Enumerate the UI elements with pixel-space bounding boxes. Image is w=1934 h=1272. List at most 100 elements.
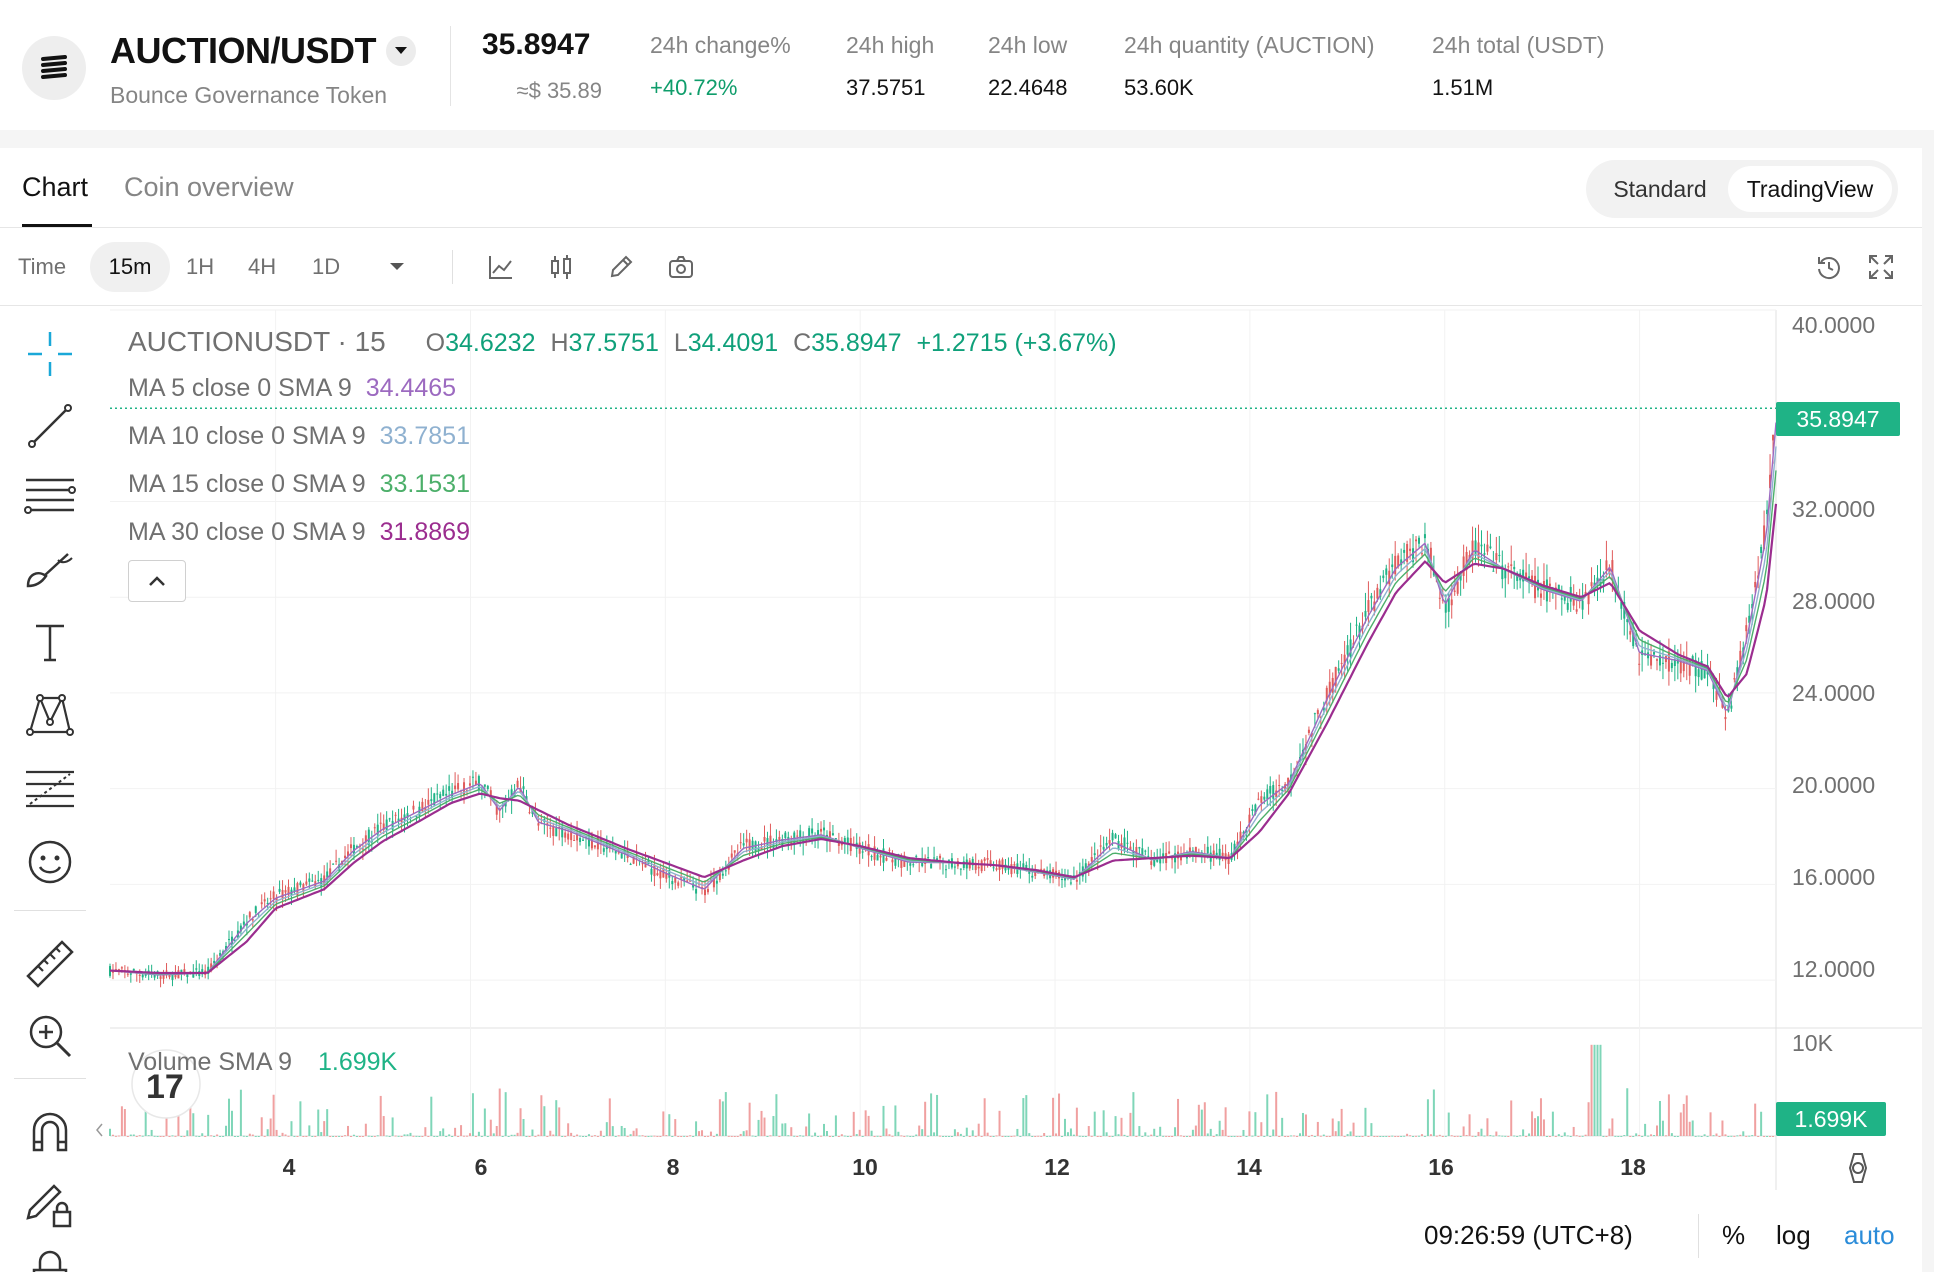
camera-icon[interactable] [664,250,698,284]
volume-bar [665,1135,668,1137]
candle-body [1504,568,1507,579]
candle-body [632,856,635,864]
volume-bar [1563,1132,1566,1136]
ma10-legend[interactable]: MA 10 close 0 SMA 9 33.7851 [128,422,470,451]
candle-body [522,786,525,790]
candle-body [1093,853,1096,856]
standard-view-button[interactable]: Standard [1613,175,1707,202]
candle-body [1679,658,1682,674]
text-icon[interactable] [22,614,78,670]
interval-1h-button[interactable]: 1H [186,254,215,279]
volume-bar [867,1115,870,1136]
volume-bar [1218,1120,1221,1136]
volume-bar [1525,1135,1528,1137]
candle-body [1394,555,1397,575]
volume-bar [427,1135,430,1137]
lock-icon[interactable] [22,1248,78,1272]
log-scale-button[interactable]: log [1776,1220,1811,1250]
volume-bar [1141,1135,1144,1137]
volume-bar [805,1126,808,1136]
volume-bar [814,1132,817,1136]
history-icon[interactable] [1812,250,1846,284]
fib-levels-icon[interactable] [22,760,78,816]
volume-legend[interactable]: Volume SMA 9 1.699K [128,1048,397,1077]
volume-bar [686,1135,689,1137]
interval-1d-button[interactable]: 1D [312,254,341,279]
ma15-legend[interactable]: MA 15 close 0 SMA 9 33.1531 [128,470,470,499]
crosshair-icon[interactable] [22,326,78,382]
candle-body [766,838,769,847]
parallel-lines-icon[interactable] [22,468,78,524]
volume-bar [1760,1111,1763,1136]
volume-bar [849,1135,852,1137]
tab-chart[interactable]: Chart [22,172,89,202]
candle-body [939,855,942,859]
brush-icon[interactable] [22,542,78,598]
candle-body [1409,548,1412,551]
volume-bar [1206,1133,1209,1136]
candle-body [1370,595,1373,599]
candle-body [1766,509,1769,515]
pencil-icon[interactable] [604,250,638,284]
volume-bar [1358,1136,1361,1137]
volume-bar [498,1088,501,1136]
ma30-legend[interactable]: MA 30 close 0 SMA 9 31.8869 [128,518,470,547]
volume-bar [329,1135,332,1137]
volume-bar [1581,1135,1584,1137]
ruler-icon[interactable] [22,936,78,992]
auto-scale-button[interactable]: auto [1844,1220,1895,1250]
stat-24h-low: 24h low 22.4648 [988,32,1068,101]
candle-body [1703,666,1706,679]
volume-bar [540,1095,543,1136]
candle-body [329,868,332,878]
candle-body [281,889,284,900]
chevron-down-icon[interactable] [380,250,414,284]
volume-bar [1013,1135,1016,1137]
volume-bar [1754,1103,1757,1136]
volume-bar [195,1135,198,1137]
volume-bar [1114,1116,1117,1136]
candle-body [1670,662,1673,669]
volume-bar [828,1136,831,1137]
volume-bar [406,1134,409,1136]
volume-bar [1307,1135,1310,1137]
candle-body [820,828,823,832]
trend-line-icon[interactable] [22,398,78,454]
line-chart-icon[interactable] [484,250,518,284]
volume-bar [1664,1135,1667,1137]
candle-body [1626,619,1629,623]
volume-bar [204,1135,207,1137]
interval-15m-button[interactable]: 15m [90,242,170,292]
ma5-legend[interactable]: MA 5 close 0 SMA 9 34.4465 [128,374,456,403]
volume-bar [668,1114,671,1136]
candle-body [555,828,558,837]
volume-bar [611,1126,614,1136]
emoji-icon[interactable] [22,834,78,890]
volume-bar [1379,1135,1382,1137]
candle-body [593,845,596,848]
candle-chart-icon[interactable] [544,250,578,284]
candle-body [778,836,781,841]
last-price-tag: 35.8947 [1776,402,1900,436]
candle-body [587,836,590,847]
zoom-in-icon[interactable] [22,1008,78,1064]
volume-bar [1519,1135,1522,1137]
volume-bar [1584,1134,1587,1136]
volume-bar [775,1094,778,1136]
volume-bar [269,1118,272,1136]
magnet-icon[interactable] [22,1104,78,1160]
candle-body [1310,733,1313,738]
fullscreen-icon[interactable] [1864,250,1898,284]
pattern-icon[interactable] [22,686,78,742]
pair-symbol[interactable]: AUCTION/USDT [110,30,377,71]
pair-selector[interactable]: AUCTION/USDT [110,30,416,72]
chevron-down-icon[interactable] [386,36,416,66]
lock-pencil-icon[interactable] [22,1176,78,1232]
legend-collapse-button[interactable] [128,560,186,602]
tradingview-view-button[interactable]: TradingView [1728,166,1892,212]
interval-4h-button[interactable]: 4H [248,254,277,279]
percent-scale-button[interactable]: % [1722,1220,1746,1250]
candle-body [879,855,882,858]
tab-coin-overview[interactable]: Coin overview [124,172,294,202]
